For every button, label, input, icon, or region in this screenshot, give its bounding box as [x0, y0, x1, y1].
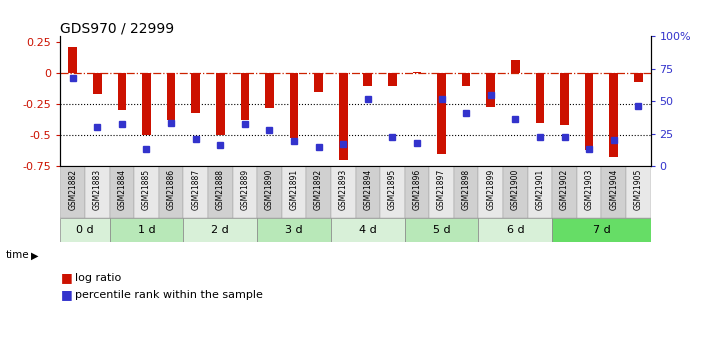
Text: GSM21887: GSM21887: [191, 169, 201, 210]
Text: GSM21882: GSM21882: [68, 169, 77, 210]
Text: GSM21885: GSM21885: [142, 169, 151, 210]
Bar: [552, 218, 651, 241]
Text: GDS970 / 22999: GDS970 / 22999: [60, 21, 175, 35]
Bar: [85, 166, 109, 218]
Bar: [405, 166, 429, 218]
Bar: [405, 218, 479, 241]
Bar: [626, 166, 651, 218]
Text: GSM21901: GSM21901: [535, 169, 545, 210]
Bar: [462, 73, 471, 86]
Text: 2 d: 2 d: [211, 225, 229, 235]
Bar: [429, 166, 454, 218]
Bar: [609, 73, 618, 157]
Text: 1 d: 1 d: [138, 225, 155, 235]
Text: ■: ■: [60, 288, 73, 302]
Text: 0 d: 0 d: [76, 225, 94, 235]
Bar: [454, 166, 479, 218]
Text: GSM21892: GSM21892: [314, 169, 323, 210]
Text: 5 d: 5 d: [433, 225, 450, 235]
Text: ■: ■: [60, 271, 73, 284]
Bar: [93, 73, 102, 94]
Bar: [208, 166, 232, 218]
Bar: [60, 166, 85, 218]
Bar: [331, 166, 356, 218]
Text: GSM21896: GSM21896: [412, 169, 422, 210]
Bar: [257, 166, 282, 218]
Bar: [380, 166, 405, 218]
Bar: [142, 73, 151, 135]
Bar: [437, 73, 446, 154]
Bar: [363, 73, 372, 86]
Bar: [240, 73, 249, 120]
Bar: [183, 166, 208, 218]
Bar: [216, 73, 225, 135]
Bar: [134, 166, 159, 218]
Bar: [503, 166, 528, 218]
Text: GSM21883: GSM21883: [93, 169, 102, 210]
Text: GSM21893: GSM21893: [338, 169, 348, 210]
Text: GSM21899: GSM21899: [486, 169, 496, 210]
Bar: [552, 166, 577, 218]
Bar: [602, 166, 626, 218]
Bar: [257, 218, 331, 241]
Text: log ratio: log ratio: [75, 273, 121, 283]
Bar: [183, 218, 257, 241]
Bar: [356, 166, 380, 218]
Text: 3 d: 3 d: [285, 225, 303, 235]
Text: GSM21886: GSM21886: [166, 169, 176, 210]
Bar: [289, 73, 299, 138]
Bar: [68, 47, 77, 73]
Bar: [314, 73, 323, 92]
Text: GSM21890: GSM21890: [265, 169, 274, 210]
Bar: [479, 218, 552, 241]
Text: GSM21884: GSM21884: [117, 169, 127, 210]
Text: GSM21903: GSM21903: [584, 169, 594, 210]
Text: time: time: [6, 250, 29, 260]
Bar: [388, 73, 397, 86]
Text: 4 d: 4 d: [359, 225, 377, 235]
Bar: [109, 166, 134, 218]
Bar: [577, 166, 602, 218]
Text: GSM21902: GSM21902: [560, 169, 569, 210]
Bar: [191, 73, 200, 113]
Bar: [331, 218, 405, 241]
Text: GSM21889: GSM21889: [240, 169, 250, 210]
Bar: [167, 73, 176, 120]
Text: percentile rank within the sample: percentile rank within the sample: [75, 290, 262, 300]
Text: GSM21895: GSM21895: [388, 169, 397, 210]
Bar: [479, 166, 503, 218]
Text: GSM21904: GSM21904: [609, 169, 618, 210]
Bar: [117, 73, 127, 110]
Text: GSM21888: GSM21888: [215, 169, 225, 210]
Bar: [60, 218, 109, 241]
Bar: [265, 73, 274, 108]
Bar: [511, 60, 520, 73]
Bar: [109, 218, 183, 241]
Text: 6 d: 6 d: [506, 225, 524, 235]
Bar: [306, 166, 331, 218]
Bar: [634, 73, 643, 82]
Bar: [486, 73, 495, 107]
Text: ▶: ▶: [31, 250, 38, 260]
Bar: [282, 166, 306, 218]
Text: GSM21898: GSM21898: [461, 169, 471, 210]
Text: GSM21894: GSM21894: [363, 169, 373, 210]
Bar: [339, 73, 348, 160]
Text: 7 d: 7 d: [592, 225, 610, 235]
Bar: [535, 73, 544, 123]
Bar: [584, 73, 594, 150]
Text: GSM21897: GSM21897: [437, 169, 446, 210]
Bar: [232, 166, 257, 218]
Bar: [412, 72, 422, 73]
Text: GSM21891: GSM21891: [289, 169, 299, 210]
Bar: [159, 166, 183, 218]
Text: GSM21900: GSM21900: [510, 169, 520, 210]
Bar: [560, 73, 569, 125]
Text: GSM21905: GSM21905: [634, 169, 643, 210]
Bar: [528, 166, 552, 218]
